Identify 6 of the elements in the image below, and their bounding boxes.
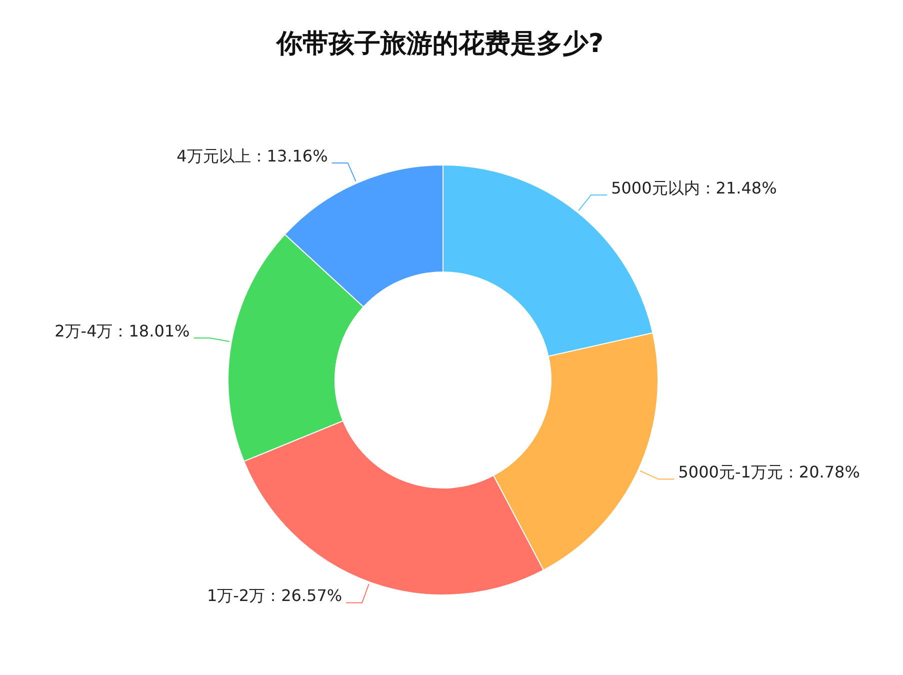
chart-title: 你带孩子旅游的花费是多少? — [275, 29, 604, 59]
slice-label: 1万-2万：26.57% — [206, 586, 342, 606]
slice-label: 5000元以内：21.48% — [611, 178, 777, 198]
slice-label: 5000元-1万元：20.78% — [678, 462, 860, 482]
slice-label: 4万元以上：13.16% — [176, 146, 328, 166]
slice-label: 2万-4万：18.01% — [54, 321, 190, 340]
